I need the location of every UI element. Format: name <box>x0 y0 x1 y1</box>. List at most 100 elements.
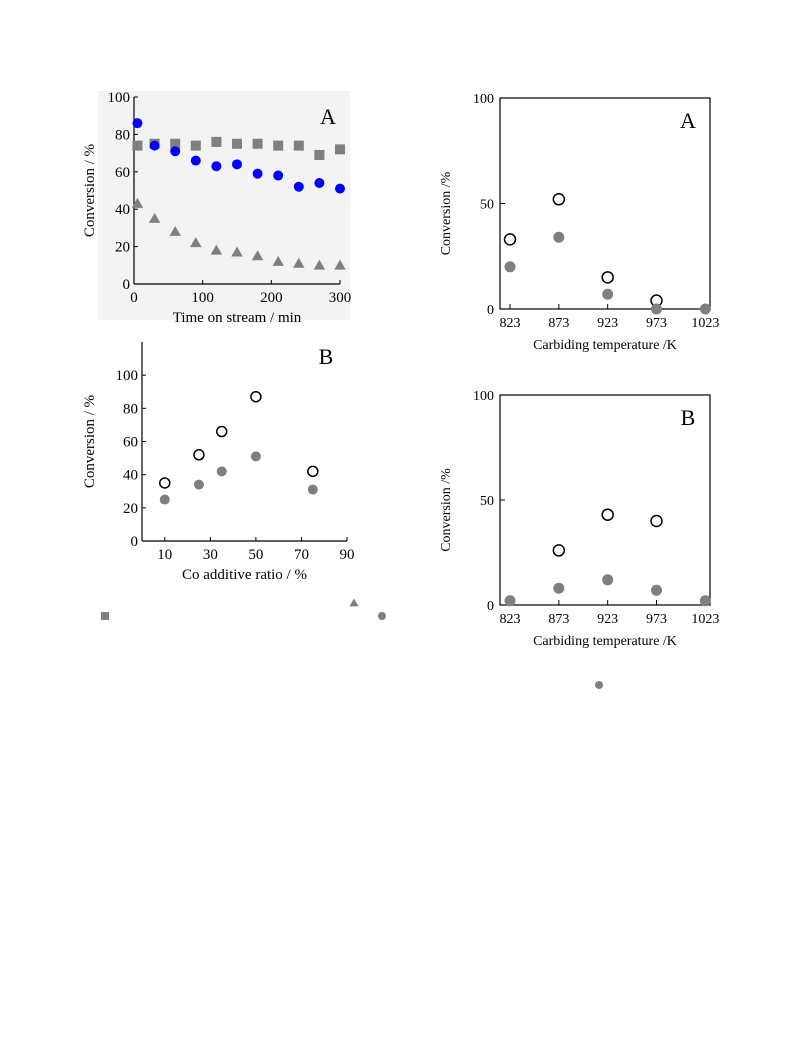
data-point-series-1 <box>252 168 263 179</box>
data-point-series-1 <box>553 231 565 243</box>
x-tick-label: 10 <box>157 547 172 563</box>
x-tick-label: 973 <box>646 316 667 331</box>
data-point-series-1 <box>190 155 201 166</box>
data-point-series-1 <box>504 595 516 607</box>
legend-triangle-icon <box>349 598 359 607</box>
legend-square-icon <box>101 612 109 620</box>
y-tick-label: 0 <box>123 277 131 293</box>
data-point-series-0 <box>650 514 663 528</box>
y-tick-label: 60 <box>115 165 130 181</box>
data-point-series-0 <box>314 149 325 160</box>
x-tick-label: 100 <box>191 290 214 306</box>
panel-label: A <box>320 104 336 129</box>
y-tick-label: 100 <box>473 92 494 107</box>
data-point-series-1 <box>159 494 170 505</box>
x-tick-label: 823 <box>500 612 521 627</box>
y-tick-label: 60 <box>123 435 138 451</box>
data-point-series-0 <box>601 508 614 521</box>
y-tick-label: 50 <box>480 494 494 509</box>
data-point-series-1 <box>335 183 345 194</box>
x-axis-label: Co additive ratio / % <box>182 567 307 583</box>
panel-label: B <box>319 344 334 369</box>
x-axis-label: Carbiding temperature /K <box>533 634 677 649</box>
data-point-series-1 <box>504 261 516 273</box>
data-point-series-0 <box>601 271 614 284</box>
y-axis-label: Conversion / % <box>82 144 98 237</box>
data-point-series-1 <box>699 595 711 607</box>
y-tick-label: 40 <box>123 468 138 484</box>
x-tick-label: 300 <box>329 290 352 306</box>
x-axis-label: Carbiding temperature /K <box>533 338 677 353</box>
y-axis-label: Conversion /% <box>439 171 454 255</box>
data-point-series-2 <box>169 225 181 236</box>
data-point-series-1 <box>651 303 663 315</box>
y-tick-label: 80 <box>115 127 130 143</box>
y-tick-label: 100 <box>108 90 131 106</box>
x-tick-label: 1023 <box>691 316 719 331</box>
data-point-series-0 <box>193 449 205 461</box>
x-tick-label: 923 <box>597 612 618 627</box>
y-tick-label: 0 <box>487 303 494 318</box>
data-point-series-0 <box>273 140 284 151</box>
x-tick-label: 90 <box>340 547 355 563</box>
data-point-series-2 <box>131 197 144 208</box>
chart-time-on-stream: 0 20 40 60 80 100 0 100 200 300 Time on stream / m… <box>82 90 352 326</box>
data-point-series-1 <box>211 161 222 172</box>
data-point-series-0 <box>307 465 319 478</box>
x-tick-label: 973 <box>646 612 667 627</box>
x-tick-label: 50 <box>248 547 263 563</box>
y-tick-label: 20 <box>115 240 130 256</box>
data-point-series-1 <box>293 181 304 192</box>
x-tick-label: 873 <box>548 316 569 331</box>
data-point-series-1 <box>553 582 565 594</box>
data-point-series-1 <box>149 140 160 151</box>
data-point-series-0 <box>211 136 222 147</box>
data-point-series-0 <box>335 144 345 155</box>
legend-circle-icon-2 <box>595 681 603 689</box>
data-point-series-0 <box>250 390 262 403</box>
data-point-series-1 <box>602 288 614 300</box>
legend-circle-icon <box>378 612 386 620</box>
data-point-series-2 <box>334 259 346 270</box>
x-tick-label: 823 <box>500 316 521 331</box>
x-tick-label: 70 <box>294 547 309 563</box>
data-point-series-0 <box>132 140 143 151</box>
data-point-series-0 <box>159 477 171 489</box>
data-point-series-1 <box>273 170 284 181</box>
legend-circle-icon-2 <box>595 681 603 689</box>
y-tick-label: 80 <box>123 401 138 417</box>
x-axis-label: Time on stream / min <box>173 310 302 326</box>
legend-triangle-icon <box>349 598 359 607</box>
data-point-series-0 <box>552 193 566 206</box>
y-tick-label: 0 <box>131 534 139 550</box>
data-point-series-1 <box>170 146 181 157</box>
chart-carbiding-temperature-b: 0 50 100 823 873 923 973 1023 Carbiding temperat… <box>439 389 719 649</box>
y-tick-label: 100 <box>473 389 494 404</box>
y-tick-label: 40 <box>115 202 130 218</box>
y-tick-label: 50 <box>480 198 494 213</box>
data-point-series-2 <box>313 259 326 270</box>
data-point-series-0 <box>215 425 228 438</box>
x-tick-label: 1023 <box>691 612 719 627</box>
data-point-series-1 <box>216 466 227 477</box>
data-point-series-1 <box>232 159 242 170</box>
data-point-series-0 <box>190 140 201 151</box>
panel-label: A <box>680 108 696 133</box>
data-point-series-2 <box>251 250 264 261</box>
x-tick-label: 200 <box>260 290 283 306</box>
data-point-series-0 <box>503 233 517 246</box>
data-point-series-1 <box>193 479 204 490</box>
x-tick-label: 0 <box>130 290 138 306</box>
legend-circle-icon <box>378 612 386 620</box>
data-point-series-2 <box>231 246 243 257</box>
x-tick-label: 923 <box>597 316 618 331</box>
data-point-series-1 <box>250 451 261 462</box>
plot-frame <box>499 394 711 606</box>
data-point-series-1 <box>699 303 711 315</box>
data-point-series-2 <box>293 257 305 268</box>
y-tick-label: 100 <box>116 368 139 384</box>
x-tick-label: 30 <box>203 547 218 563</box>
chart-co-additive-ratio: 0 20 40 60 80 100 10 30 50 70 90 Co additive ratio … <box>82 342 355 583</box>
data-point-series-0 <box>232 138 242 149</box>
panel-label: B <box>681 405 696 430</box>
